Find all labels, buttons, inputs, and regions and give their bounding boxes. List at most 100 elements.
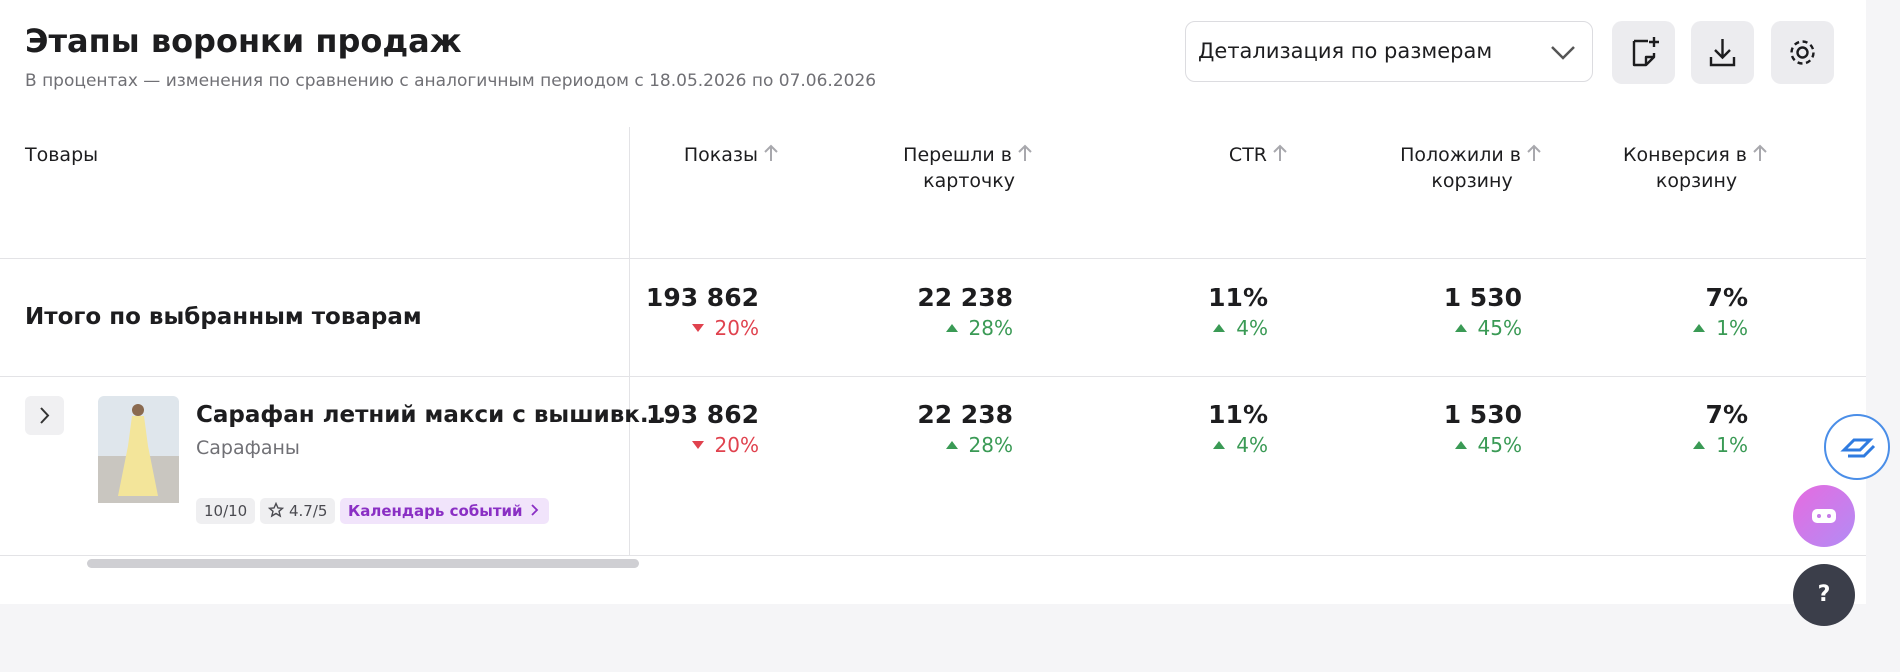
icon — [1632, 37, 1659, 67]
dropdown[interactable]: Детализация по размерам — [1185, 21, 1593, 82]
badge-text: Календарь событий — [348, 502, 523, 520]
trend-icon — [691, 441, 704, 449]
sort-icon[interactable] — [1270, 143, 1290, 163]
total-label: Итого по выбранным товарам — [25, 304, 422, 330]
column-header: Конверсия в корзину — [1623, 142, 1770, 194]
header-line: CTR — [1229, 142, 1290, 168]
trend-icon — [1693, 324, 1706, 332]
cell-change: 45% — [1454, 433, 1522, 457]
cell-value: 11% — [1208, 283, 1268, 312]
cell-value: 7% — [1705, 400, 1748, 429]
trend-icon — [1454, 324, 1467, 332]
trend-icon — [945, 441, 958, 449]
header-line: карточку — [903, 168, 1035, 194]
cell-change: 20% — [691, 433, 759, 457]
cell-change: 28% — [945, 433, 1013, 457]
badge-text: 4.7/5 — [289, 502, 328, 520]
bot-button[interactable] — [1793, 485, 1855, 547]
column-header: CTR — [1229, 142, 1290, 168]
change-text: 1% — [1716, 433, 1748, 457]
help-button[interactable]: ? — [1793, 564, 1855, 626]
trend-icon — [691, 324, 704, 332]
chevron-icon — [530, 504, 538, 516]
change-text: 4% — [1236, 433, 1268, 457]
change-text: 20% — [714, 433, 759, 457]
icon — [1812, 509, 1836, 523]
trend-icon — [945, 324, 958, 332]
header-line: Перешли в — [903, 142, 1035, 168]
icon — [1790, 40, 1815, 65]
badge: 4.7/5 — [260, 498, 336, 524]
column-header: Товары — [25, 144, 99, 166]
sort-icon[interactable] — [761, 143, 781, 163]
header-text: CTR — [1228, 144, 1267, 166]
product-name: Сарафан летний макси с вышивк... — [196, 402, 667, 428]
product-category: Сарафаны — [196, 437, 300, 459]
column-header: Положили в корзину — [1400, 142, 1544, 194]
icon — [40, 407, 50, 424]
cell-value: 22 238 — [917, 400, 1013, 429]
cell-value: 11% — [1208, 400, 1268, 429]
download-button[interactable] — [1691, 21, 1754, 84]
header-text: карточку — [923, 170, 1015, 192]
cell-change: 45% — [1454, 316, 1522, 340]
expand-button[interactable] — [25, 396, 64, 435]
divider — [0, 376, 1866, 377]
assistant-button[interactable] — [1824, 414, 1890, 480]
cell-value: 22 238 — [917, 283, 1013, 312]
cell-change: 28% — [945, 316, 1013, 340]
change-text: 4% — [1236, 316, 1268, 340]
change-text: 45% — [1477, 316, 1522, 340]
cell-change: 20% — [691, 316, 759, 340]
header-text: Конверсия в — [1623, 144, 1747, 166]
cell-value: 193 862 — [645, 283, 759, 312]
sort-icon[interactable] — [1750, 143, 1770, 163]
header-line: Показы — [684, 142, 781, 168]
badge[interactable]: Календарь событий — [340, 498, 549, 524]
cell-change: 1% — [1692, 433, 1748, 457]
header-line: Конверсия в — [1623, 142, 1770, 168]
cell-change: 4% — [1212, 316, 1268, 340]
add-note-button[interactable] — [1612, 21, 1675, 84]
header-line: корзину — [1623, 168, 1770, 194]
divider — [0, 258, 1866, 259]
cell-change: 1% — [1692, 316, 1748, 340]
title: Этапы воронки продаж — [25, 22, 462, 60]
star-icon — [267, 501, 285, 518]
header-line: Положили в — [1400, 142, 1544, 168]
change-text: 45% — [1477, 433, 1522, 457]
cell-value: 1 530 — [1443, 283, 1522, 312]
change-text: 28% — [968, 433, 1013, 457]
header-text: Положили в — [1400, 144, 1521, 166]
header-text: корзину — [1431, 170, 1513, 192]
column-header: Перешли в карточку — [903, 142, 1035, 194]
cell-value: 1 530 — [1443, 400, 1522, 429]
change-text: 20% — [714, 316, 759, 340]
sort-icon[interactable] — [1524, 143, 1544, 163]
badge: 10/10 — [196, 498, 256, 524]
column-header: Показы — [684, 142, 781, 168]
dropdown-label: Детализация по размерам — [1198, 39, 1493, 63]
change-text: 1% — [1716, 316, 1748, 340]
trend-icon — [1213, 441, 1226, 449]
header-text: Показы — [683, 144, 758, 166]
subtitle: В процентах — изменения по сравнению с а… — [25, 71, 877, 91]
cell-value: 193 862 — [645, 400, 759, 429]
icon — [1709, 39, 1736, 67]
trend-icon — [1454, 441, 1467, 449]
change-text: 28% — [968, 316, 1013, 340]
cell-value: 7% — [1705, 283, 1748, 312]
product-image — [98, 396, 179, 503]
trend-icon — [1693, 441, 1706, 449]
header-text: Перешли в — [903, 144, 1012, 166]
divider — [0, 555, 1866, 556]
sort-icon[interactable] — [1015, 143, 1035, 163]
cell-change: 4% — [1212, 433, 1268, 457]
settings-button[interactable] — [1771, 21, 1834, 84]
panel: Этапы воронки продаж В процентах — измен… — [0, 21, 1866, 568]
icon — [1840, 438, 1876, 458]
badge-text: 10/10 — [204, 502, 248, 520]
trend-icon — [1213, 324, 1226, 332]
scrollbar[interactable] — [87, 559, 639, 568]
